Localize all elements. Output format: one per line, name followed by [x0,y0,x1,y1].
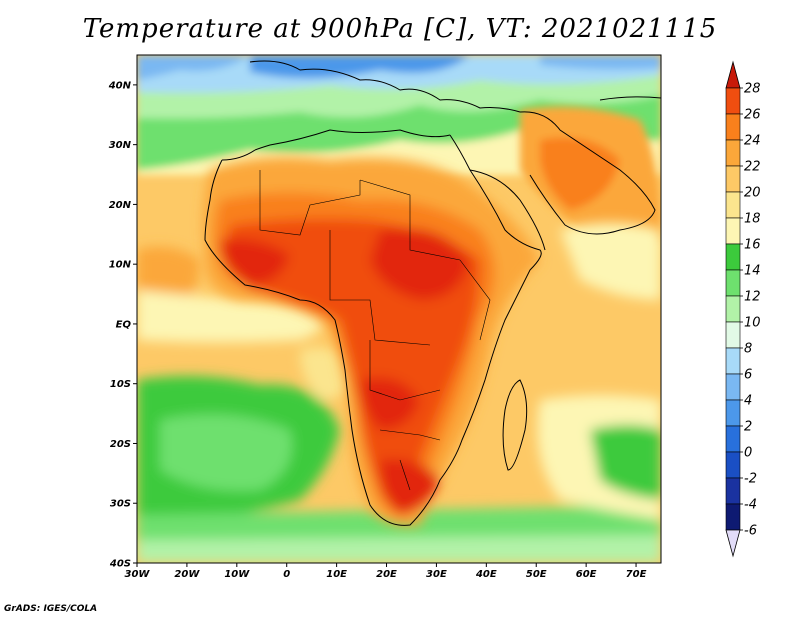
colorbar-swatch [725,113,741,141]
border-southern [379,429,441,441]
lon-tick-label: 20E [376,569,397,580]
borders [259,170,491,491]
field-northeast-blue [540,55,661,70]
colorbar-swatch [725,191,741,219]
colorbar-label: -2 [744,472,757,487]
border-southafrica [399,459,411,491]
lon-tick-label: 50E [526,569,547,580]
field-south-lightgreen [137,535,661,563]
lat-tick-label: EQ [116,319,132,330]
colorbar-swatch [725,347,741,375]
border-congo [369,340,441,401]
colorbar-label: -4 [744,498,757,513]
coast-africa [204,134,542,526]
field-westafrica-hottest [220,239,290,285]
lat-tick-label: 10S [110,379,131,390]
colorbar-label: 4 [744,394,752,409]
grads-credit: GrADS: IGES/COLA [4,604,98,614]
field-southafrica-hottest [380,459,440,515]
border-eastafrica [459,259,491,341]
colorbar-label: 26 [744,108,761,123]
field-southindian-green [590,425,661,500]
coast-morocco [221,149,256,161]
lat-tick-label: 30S [110,499,131,510]
field-southatlantic-lightgreen [160,414,292,491]
longitude-axis: 30W 20W 10W 0 10E 20E 30E 40E 50E 60E 70E [125,563,647,580]
lon-tick-label: 10E [326,569,347,580]
lat-tick-label: 20S [110,439,131,450]
coast-iran [599,96,661,101]
colorbar-label: 8 [744,342,752,357]
field-north-blue [250,55,470,79]
coast-north-africa [254,129,451,151]
colorbar-swatch [725,87,741,115]
colorbar-swatch [725,399,741,427]
colorbar-swatch [725,451,741,479]
colorbar-top-extend [725,60,741,89]
lon-tick-label: 60E [576,569,597,580]
coastlines [204,60,661,526]
latitude-axis: 40N 30N 20N 10N EQ 10S 20S 30S 40S [108,80,137,570]
colorbar-bottom-extend [725,529,741,558]
colorbar-swatch [725,373,741,401]
colorbar-label: 28 [744,82,761,97]
colorbar-swatch [725,295,741,323]
coast-madagascar [502,379,528,471]
border-central [329,230,431,346]
colorbar-label: 20 [744,186,761,201]
field-northwest-blue [137,55,250,80]
field-arabia-hot [540,137,620,210]
colorbar-swatch [725,321,741,349]
border-sahara-east [359,179,461,261]
colorbar-label: -6 [744,524,757,539]
colorbar-swatch [725,217,741,245]
lat-tick-label: 10N [109,260,132,271]
field-zambia-hottest [360,377,420,430]
lon-tick-label: 70E [626,569,647,580]
field-sudan-hottest [370,228,470,300]
map-title: Temperature at 900hPa [C], VT: 202102111… [82,14,718,44]
colorbar-swatch [725,503,741,531]
lon-tick-label: 20W [174,569,200,580]
temperature-field [137,55,661,563]
lon-tick-label: 0 [283,569,290,580]
colorbar-swatch [725,477,741,505]
lat-tick-label: 40N [108,80,132,91]
colorbar-label: 12 [744,290,761,305]
colorbar-label: 24 [744,134,761,149]
colorbar-swatch [725,269,741,297]
lat-tick-label: 20N [109,200,132,211]
map-frame [136,54,662,564]
colorbar-label: 22 [744,160,761,175]
colorbar-label: 14 [744,264,761,279]
colorbar-swatch [725,139,741,167]
colorbar-label: 16 [744,238,761,253]
border-sahara-west [259,170,361,236]
lat-tick-label: 30N [109,140,132,151]
colorbar-label: 0 [744,446,752,461]
lon-tick-label: 30W [125,569,151,580]
field-indian-pale [560,222,661,300]
lon-tick-label: 40E [475,569,497,580]
lon-tick-label: 30E [426,569,447,580]
colorbar-label: 2 [744,420,752,435]
colorbar-swatch [725,165,741,193]
lat-tick-label: 40S [109,559,131,570]
colorbar-label: 18 [744,212,761,227]
colorbar-label: 10 [744,316,761,331]
colorbar-swatch [725,243,741,271]
coast-redsea [469,169,546,251]
coast-arabia [519,111,656,235]
colorbar-swatch [725,425,741,453]
coast-mediterranean [249,60,521,113]
colorbar-label: 6 [744,368,752,383]
lon-tick-label: 10W [224,569,250,580]
